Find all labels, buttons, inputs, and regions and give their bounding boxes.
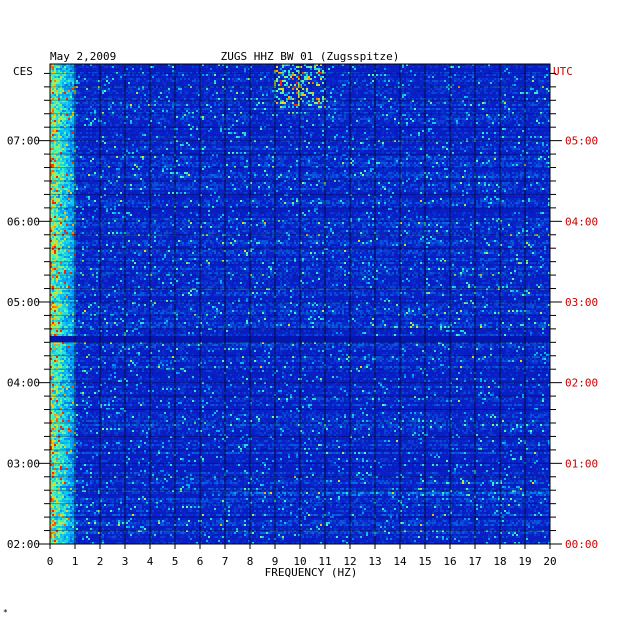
x-tick-label: 3 (122, 555, 129, 568)
right-time-label: 05:00 (565, 135, 598, 148)
plot-area (49, 63, 551, 545)
x-tick-label: 20 (543, 555, 556, 568)
x-tick-label: 16 (443, 555, 456, 568)
x-tick-label: 19 (518, 555, 531, 568)
footer-mark: * (3, 608, 8, 617)
left-time-label: 05:00 (7, 296, 40, 309)
x-tick-label: 13 (368, 555, 381, 568)
x-tick-label: 15 (418, 555, 431, 568)
x-axis-label: FREQUENCY (HZ) (265, 566, 358, 579)
right-time-label: 03:00 (565, 296, 598, 309)
x-tick-label: 0 (47, 555, 54, 568)
x-tick-label: 6 (197, 555, 204, 568)
x-tick-label: 9 (272, 555, 279, 568)
right-time-label: 01:00 (565, 457, 598, 470)
right-zone-label: UTC (553, 65, 573, 78)
x-tick-label: 14 (393, 555, 407, 568)
x-tick-label: 11 (318, 555, 331, 568)
x-tick-label: 2 (97, 555, 104, 568)
left-time-label: 04:00 (7, 377, 40, 390)
x-tick-label: 4 (147, 555, 154, 568)
left-time-label: 07:00 (7, 135, 40, 148)
left-time-label: 06:00 (7, 215, 40, 228)
station-title: ZUGS HHZ BW 01 (Zugsspitze) (221, 50, 400, 63)
right-time-label: 04:00 (565, 215, 598, 228)
x-tick-label: 7 (222, 555, 229, 568)
left-time-label: 02:00 (7, 538, 40, 551)
x-tick-label: 1 (72, 555, 79, 568)
left-zone-label: CES (13, 65, 33, 78)
axis-layer: 0 1 2 3 4 5 6 7 8 9 10 11 12 13 14 15 16 17 18 19 2002:0003:… (7, 72, 598, 568)
x-tick-label: 8 (247, 555, 254, 568)
right-time-label: 00:00 (565, 538, 598, 551)
date-label: May 2,2009 (50, 50, 116, 63)
x-tick-label: 10 (293, 555, 306, 568)
x-tick-label: 12 (343, 555, 356, 568)
x-tick-label: 17 (468, 555, 481, 568)
x-tick-label: 18 (493, 555, 506, 568)
right-time-label: 02:00 (565, 377, 598, 390)
left-time-label: 03:00 (7, 457, 40, 470)
x-tick-label: 5 (172, 555, 179, 568)
